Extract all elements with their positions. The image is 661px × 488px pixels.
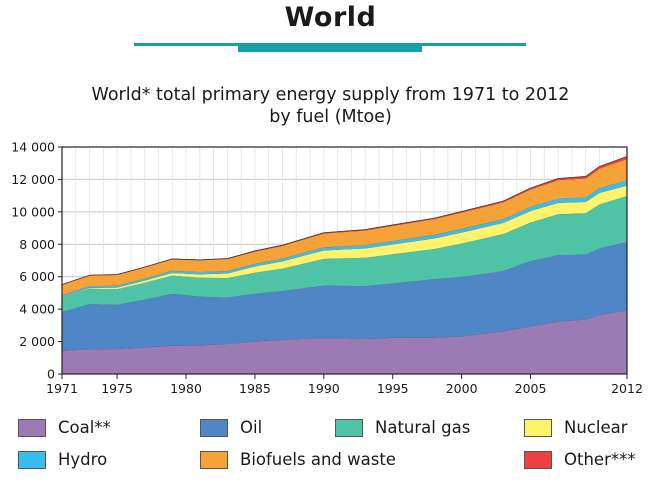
legend-swatch-coal <box>18 419 46 437</box>
legend-swatch-hydro <box>18 451 46 469</box>
page-title: World <box>284 2 377 33</box>
y-tick-label-12000: 12 000 <box>11 172 55 187</box>
x-tick-label-2005: 2005 <box>515 381 547 396</box>
y-tick-label-10000: 10 000 <box>11 204 55 219</box>
legend-swatch-biofuels <box>200 451 228 469</box>
chart-title: World* total primary energy supply from … <box>91 85 570 105</box>
legend-label-coal: Coal** <box>58 418 111 437</box>
plot-frame <box>61 146 628 375</box>
x-tick-label-1975: 1975 <box>101 381 133 396</box>
x-tick-label-1985: 1985 <box>239 381 271 396</box>
chart-legend: Coal** Oil Natural gas Nuclear Hydro Bio… <box>18 416 648 476</box>
legend-swatch-nuclear <box>524 419 552 437</box>
x-tick-label-1995: 1995 <box>377 381 409 396</box>
legend-label-natural-gas: Natural gas <box>375 418 471 437</box>
legend-swatch-natural-gas <box>335 419 363 437</box>
x-tick-label-1980: 1980 <box>170 381 202 396</box>
chart-subtitle: by fuel (Mtoe) <box>269 107 392 127</box>
legend-label-biofuels: Biofuels and waste <box>240 450 396 469</box>
chart-title-block: World* total primary energy supply from … <box>0 84 661 128</box>
y-tick-label-8000: 8 000 <box>19 237 55 252</box>
y-tick-label-6000: 6 000 <box>19 269 55 284</box>
y-tick-label-4000: 4 000 <box>19 302 55 317</box>
y-tick-label-0: 0 <box>47 367 55 382</box>
x-tick-label-2012: 2012 <box>611 381 643 396</box>
area-edge-other <box>61 156 628 285</box>
x-tick-label-1971: 1971 <box>46 381 78 396</box>
legend-label-nuclear: Nuclear <box>564 418 628 437</box>
y-tick-label-2000: 2 000 <box>19 334 55 349</box>
x-tick-label-2000: 2000 <box>446 381 478 396</box>
legend-label-hydro: Hydro <box>58 450 108 469</box>
title-rule-thick <box>238 43 422 52</box>
x-tick-label-1990: 1990 <box>308 381 340 396</box>
legend-label-oil: Oil <box>240 418 263 437</box>
y-tick-label-14000: 14 000 <box>11 140 55 155</box>
legend-swatch-other <box>524 451 552 469</box>
legend-swatch-oil <box>200 419 228 437</box>
legend-label-other: Other*** <box>564 450 636 469</box>
